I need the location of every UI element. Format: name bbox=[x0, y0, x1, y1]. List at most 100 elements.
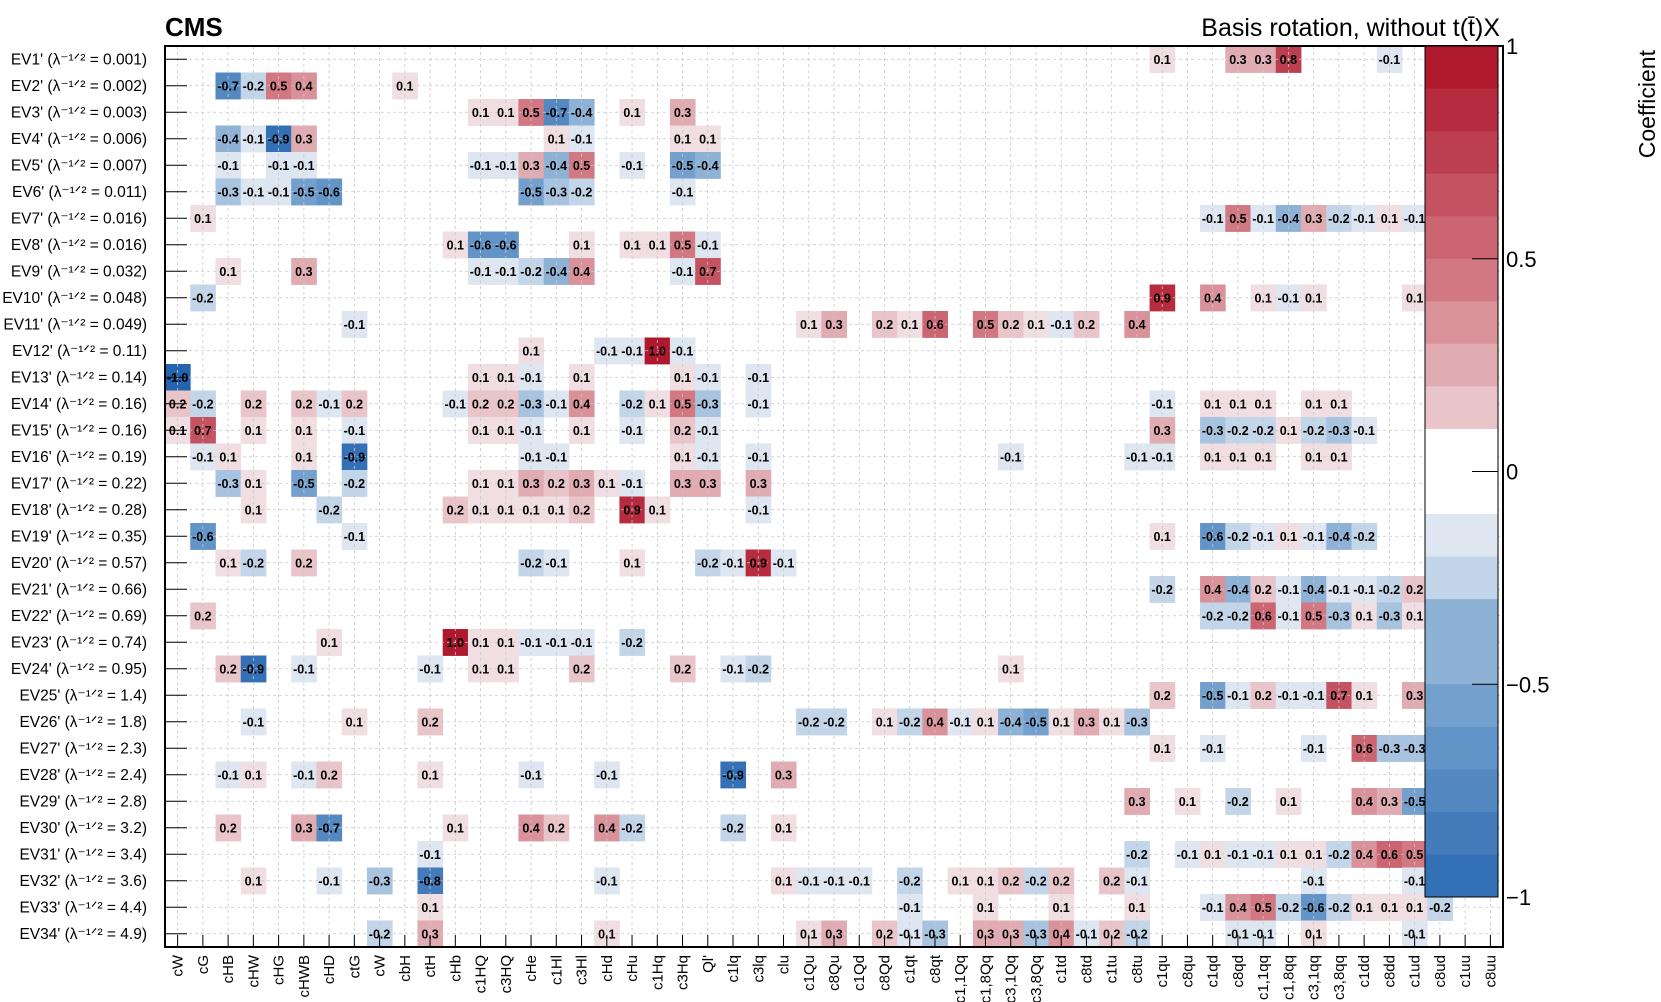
cell-value-label: 0.1 bbox=[245, 768, 262, 782]
cell-value-label: -0.4 bbox=[217, 132, 239, 146]
row-label: EV16' (λ⁻¹ᐟ² = 0.19) bbox=[11, 449, 147, 466]
cell-value-label: 0.2 bbox=[573, 503, 590, 517]
cell-value-label: 0.1 bbox=[1053, 715, 1070, 729]
cell-value-label: 0.4 bbox=[598, 821, 615, 835]
column-label: ctH bbox=[422, 955, 439, 978]
cell-value-label: -0.2 bbox=[520, 556, 542, 570]
row-label: EV17' (λ⁻¹ᐟ² = 0.22) bbox=[11, 475, 147, 492]
cell-value-label: -0.3 bbox=[924, 927, 946, 941]
row-label: EV30' (λ⁻¹ᐟ² = 3.2) bbox=[19, 820, 147, 837]
column-label: c3Hl bbox=[574, 955, 591, 985]
cell-value-label: 0.1 bbox=[1254, 450, 1271, 464]
cell-value-label: -0.6 bbox=[1202, 530, 1224, 544]
colorbar-tick-label: 0.5 bbox=[1506, 247, 1537, 272]
cell-value-label: 0.1 bbox=[472, 371, 489, 385]
cell-value-label: 0.4 bbox=[1204, 291, 1221, 305]
cell-value-label: 0.7 bbox=[699, 265, 716, 279]
cell-value-label: 0.1 bbox=[497, 503, 514, 517]
colorbar-title: Coefficient bbox=[1634, 49, 1660, 158]
column-label: c8qt bbox=[927, 954, 944, 983]
cell-value-label: -0.1 bbox=[1202, 901, 1224, 915]
cell-value-label: 0.5 bbox=[1254, 901, 1271, 915]
cell-value-label: 0.2 bbox=[674, 424, 691, 438]
column-label: c1qu bbox=[1154, 955, 1171, 988]
cell-value-label: -0.3 bbox=[369, 874, 391, 888]
cell-value-label: 0.4 bbox=[522, 821, 539, 835]
cell-value-label: 0.1 bbox=[472, 477, 489, 491]
cell-value-label: -0.2 bbox=[1227, 609, 1249, 623]
cell-value-label: -0.1 bbox=[596, 874, 618, 888]
column-label: c1tu bbox=[1104, 955, 1121, 983]
cell-value-label: -0.1 bbox=[344, 424, 366, 438]
cell-value-label: 0.1 bbox=[472, 106, 489, 120]
cell-value-label: -0.2 bbox=[1227, 530, 1249, 544]
cell-value-label: 1.0 bbox=[447, 636, 464, 650]
colorbar-band bbox=[1425, 386, 1498, 430]
cell-value-label: 0.1 bbox=[1027, 318, 1044, 332]
cell-value-label: 0.1 bbox=[497, 662, 514, 676]
cell-value-label: -0.1 bbox=[470, 159, 492, 173]
cell-value-label: -0.3 bbox=[520, 397, 542, 411]
cell-value-label: -0.2 bbox=[1227, 795, 1249, 809]
cell-value-label: 0.1 bbox=[573, 238, 590, 252]
cell-value-label: 0.1 bbox=[421, 901, 438, 915]
cell-value-label: -0.7 bbox=[217, 79, 239, 93]
column-label: c1,1qq bbox=[1255, 955, 1272, 1000]
cell-value-label: 0.1 bbox=[1355, 901, 1372, 915]
cell-value-label: -0.3 bbox=[1025, 927, 1047, 941]
cell-value-label: -0.7 bbox=[546, 106, 568, 120]
colorbar-tick-label: 0 bbox=[1506, 460, 1518, 485]
cell-value-label: 0.2 bbox=[1078, 318, 1095, 332]
column-label: cHD bbox=[321, 955, 338, 984]
cell-value-label: -0.1 bbox=[1050, 318, 1072, 332]
cell-value-label: -0.1 bbox=[419, 848, 441, 862]
cell-value-label: 0.3 bbox=[699, 477, 716, 491]
colorbar-band bbox=[1425, 769, 1498, 813]
cell-value-label: 0.3 bbox=[674, 477, 691, 491]
cell-value-label: -0.1 bbox=[823, 874, 845, 888]
cell-value-label: 0.1 bbox=[1204, 397, 1221, 411]
cell-value-label: 0.1 bbox=[1305, 927, 1322, 941]
column-label: c3Hq bbox=[675, 955, 692, 990]
cell-value-label: 0.1 bbox=[472, 636, 489, 650]
cell-value-label: 0.1 bbox=[1406, 901, 1423, 915]
cell-value-label: 0.1 bbox=[1406, 291, 1423, 305]
row-label: EV19' (λ⁻¹ᐟ² = 0.35) bbox=[11, 528, 147, 545]
cell-value-label: 0.1 bbox=[295, 424, 312, 438]
cell-value-label: -0.1 bbox=[1202, 742, 1224, 756]
cell-value-label: -0.2 bbox=[1328, 212, 1350, 226]
cell-value-label: -0.1 bbox=[344, 318, 366, 332]
column-label: cHd bbox=[599, 955, 616, 982]
cell-value-label: 0.4 bbox=[1053, 927, 1070, 941]
cell-value-label: 0.1 bbox=[1330, 397, 1347, 411]
cell-value-label: 0.2 bbox=[447, 503, 464, 517]
cell-value-label: 0.3 bbox=[1128, 795, 1145, 809]
cell-value-label: -0.7 bbox=[318, 821, 340, 835]
cell-value-label: 0.1 bbox=[219, 556, 236, 570]
column-label: c1,8Qq bbox=[977, 955, 994, 1002]
column-label: c1lq bbox=[725, 955, 742, 983]
cell-value-label: 0.1 bbox=[1305, 450, 1322, 464]
cell-value-label: -0.1 bbox=[1278, 291, 1300, 305]
row-label: EV5' (λ⁻¹ᐟ² = 0.007) bbox=[11, 157, 147, 174]
column-label: c1td bbox=[1053, 955, 1070, 983]
cell-value-label: 0.1 bbox=[1128, 901, 1145, 915]
cell-value-label: 0.1 bbox=[623, 106, 640, 120]
cell-value-label: -0.1 bbox=[1353, 212, 1375, 226]
cell-value-label: -0.1 bbox=[268, 185, 290, 199]
cell-value-label: -0.1 bbox=[243, 132, 265, 146]
colorbar-band bbox=[1425, 684, 1498, 728]
cell-value-label: 0.1 bbox=[245, 424, 262, 438]
cell-value-label: -0.3 bbox=[217, 185, 239, 199]
column-label: cHB bbox=[220, 955, 237, 983]
cell-value-label: 0.1 bbox=[1381, 901, 1398, 915]
colorbar-band bbox=[1425, 258, 1498, 302]
cell-value-label: -0.1 bbox=[520, 424, 542, 438]
cell-value-label: 0.1 bbox=[497, 477, 514, 491]
row-label: EV8' (λ⁻¹ᐟ² = 0.016) bbox=[11, 237, 147, 254]
cell-value-label: -0.1 bbox=[546, 636, 568, 650]
cell-value-label: 0.1 bbox=[977, 715, 994, 729]
cell-value-label: 0.5 bbox=[674, 238, 691, 252]
cell-value-label: -0.1 bbox=[949, 715, 971, 729]
column-label: c1,8qq bbox=[1280, 955, 1297, 1000]
